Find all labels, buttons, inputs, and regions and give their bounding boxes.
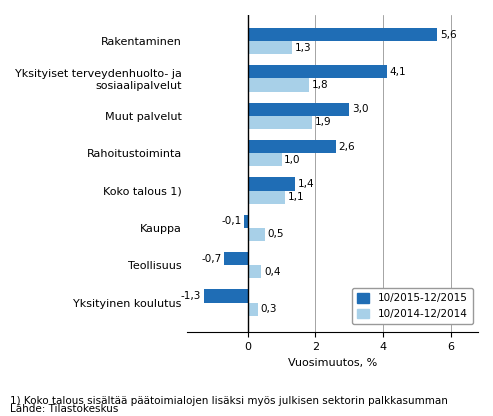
Text: -0,7: -0,7 <box>201 254 221 264</box>
Bar <box>247 41 292 54</box>
Text: 1,0: 1,0 <box>284 155 301 165</box>
Text: 0,5: 0,5 <box>267 229 284 240</box>
Bar <box>247 153 282 166</box>
Text: 0,4: 0,4 <box>264 267 281 277</box>
Text: 1,3: 1,3 <box>294 43 311 53</box>
Bar <box>245 215 247 228</box>
Text: 3,0: 3,0 <box>352 104 368 114</box>
Text: 1,1: 1,1 <box>287 192 304 202</box>
Text: 5,6: 5,6 <box>440 30 457 40</box>
X-axis label: Vuosimuutos, %: Vuosimuutos, % <box>288 358 377 368</box>
Bar <box>247 302 258 316</box>
Bar <box>247 178 295 191</box>
Bar <box>247 140 336 153</box>
Bar <box>247 65 387 79</box>
Bar <box>247 116 312 129</box>
Legend: 10/2015-12/2015, 10/2014-12/2014: 10/2015-12/2015, 10/2014-12/2014 <box>352 288 473 324</box>
Text: 1,8: 1,8 <box>312 80 328 90</box>
Bar <box>247 228 265 241</box>
Bar <box>204 290 247 302</box>
Text: 4,1: 4,1 <box>389 67 406 77</box>
Text: -0,1: -0,1 <box>221 216 242 226</box>
Text: 2,6: 2,6 <box>339 141 355 152</box>
Text: 1,9: 1,9 <box>315 117 331 127</box>
Text: 1) Koko talous sisältää päätoimialojen lisäksi myös julkisen sektorin palkkasumm: 1) Koko talous sisältää päätoimialojen l… <box>10 396 448 406</box>
Text: 0,3: 0,3 <box>261 304 277 314</box>
Text: -1,3: -1,3 <box>180 291 201 301</box>
Bar <box>247 103 350 116</box>
Bar <box>247 79 309 92</box>
Bar <box>224 252 247 265</box>
Text: Lähde: Tilastokeskus: Lähde: Tilastokeskus <box>10 404 118 414</box>
Text: 1,4: 1,4 <box>298 179 315 189</box>
Bar <box>247 265 261 278</box>
Bar <box>247 28 437 41</box>
Bar <box>247 191 285 203</box>
